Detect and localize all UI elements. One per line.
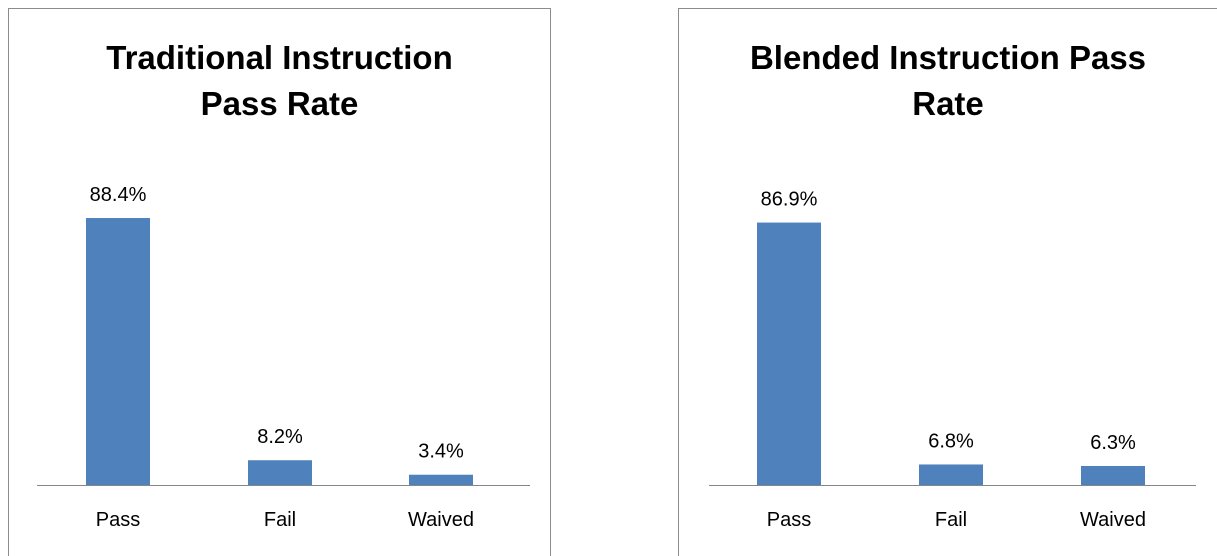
- category-label-fail: Fail: [935, 509, 967, 531]
- bar-fail: [248, 460, 312, 485]
- chart-title: Blended Instruction Pass Rate: [749, 39, 1147, 122]
- chart-panel-blended: Blended Instruction Pass Rate 86.9% Pass 6…: [678, 8, 1217, 556]
- category-label-waived: Waived: [408, 509, 474, 531]
- category-label-fail: Fail: [264, 509, 296, 531]
- chart-title: Traditional Instruction Pass Rate: [106, 39, 453, 122]
- bar-fail: [919, 464, 983, 485]
- bar-pass: [757, 222, 821, 485]
- category-label-pass: Pass: [96, 509, 140, 531]
- chart-plot-blended: 86.9% Pass 6.8% Fail 6.3% Waived: [709, 189, 1196, 531]
- data-label-fail: 8.2%: [257, 426, 303, 448]
- category-label-pass: Pass: [767, 509, 811, 531]
- data-label-pass: 88.4%: [90, 184, 147, 206]
- data-label-pass: 86.9%: [761, 189, 818, 211]
- bar-pass: [86, 218, 150, 486]
- data-label-waived: 6.3%: [1090, 432, 1136, 454]
- category-label-waived: Waived: [1080, 509, 1146, 531]
- bar-waived: [1081, 465, 1145, 485]
- chart-plot-traditional: 88.4% Pass 8.2% Fail 3.4% Waived: [37, 184, 530, 531]
- chart-panel-traditional: Traditional Instruction Pass Rate 88.4% P…: [8, 8, 551, 556]
- data-label-waived: 3.4%: [418, 441, 464, 463]
- data-label-fail: 6.8%: [928, 430, 974, 452]
- bar-waived: [409, 474, 473, 485]
